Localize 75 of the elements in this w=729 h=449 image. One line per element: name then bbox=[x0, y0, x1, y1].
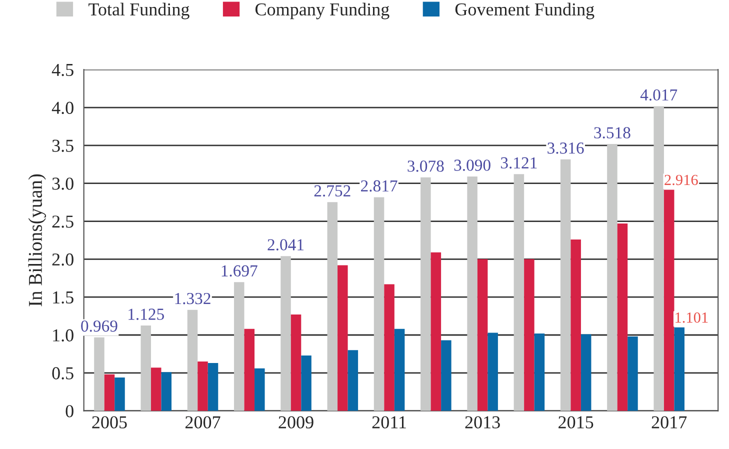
bar bbox=[280, 256, 291, 411]
data-label: 2.817 bbox=[361, 180, 398, 192]
x-tick-label: 2017 bbox=[652, 416, 687, 428]
bar bbox=[617, 224, 628, 411]
data-label: 1.125 bbox=[128, 308, 164, 320]
bar bbox=[570, 239, 581, 411]
bar bbox=[140, 326, 151, 411]
bar bbox=[290, 314, 302, 411]
y-tick-label: 4.5 bbox=[52, 64, 74, 76]
y-tick-label: 0 bbox=[66, 405, 74, 418]
bar bbox=[208, 363, 218, 411]
data-label: 2.752 bbox=[314, 185, 350, 197]
bar bbox=[327, 202, 338, 411]
y-tick-label: 1.5 bbox=[53, 291, 74, 304]
y-tick-label: 2.0 bbox=[52, 253, 74, 266]
bar bbox=[607, 144, 618, 411]
bar bbox=[114, 377, 125, 411]
bar bbox=[187, 310, 198, 411]
bar bbox=[441, 340, 452, 411]
x-tick-label: 2005 bbox=[92, 416, 127, 428]
bar bbox=[467, 176, 478, 411]
bar bbox=[560, 159, 571, 411]
x-tick-label: 2009 bbox=[278, 416, 314, 428]
bar bbox=[674, 327, 684, 411]
bar bbox=[161, 372, 172, 411]
bar bbox=[430, 252, 442, 411]
data-label: 3.316 bbox=[548, 142, 584, 154]
data-label: 1.101 bbox=[676, 312, 708, 323]
y-tick-label: 1.0 bbox=[53, 329, 74, 342]
bar bbox=[524, 259, 534, 411]
data-label: 0.969 bbox=[81, 320, 118, 332]
bar bbox=[580, 334, 592, 411]
bar bbox=[150, 368, 162, 411]
data-label: 3.518 bbox=[594, 127, 630, 138]
data-label: 2.916 bbox=[664, 174, 698, 186]
y-tick-label: 0.5 bbox=[52, 367, 74, 380]
bar bbox=[374, 197, 384, 411]
legend-label: Company Funding bbox=[255, 2, 390, 20]
bar bbox=[198, 362, 208, 411]
bar bbox=[384, 284, 394, 411]
bar bbox=[514, 174, 524, 411]
bar bbox=[420, 177, 431, 411]
bar bbox=[628, 336, 638, 411]
bar bbox=[348, 350, 358, 411]
data-label: 4.017 bbox=[640, 89, 678, 101]
bar bbox=[664, 190, 674, 411]
data-label: 3.121 bbox=[500, 157, 537, 169]
bar bbox=[534, 333, 545, 411]
data-label: 1.332 bbox=[175, 292, 210, 304]
bar bbox=[301, 355, 312, 411]
x-tick-label: 2011 bbox=[372, 416, 406, 428]
bar bbox=[254, 368, 265, 411]
y-tick-label: 3.0 bbox=[52, 178, 74, 190]
legend-label: Total Funding bbox=[88, 2, 190, 20]
y-tick-label: 2.5 bbox=[52, 216, 74, 228]
legend-label: Govement Funding bbox=[455, 2, 594, 20]
bar bbox=[477, 259, 488, 411]
bar bbox=[488, 332, 498, 411]
data-label: 3.090 bbox=[454, 160, 490, 171]
y-tick-label: 3.5 bbox=[52, 140, 74, 152]
x-tick-label: 2013 bbox=[465, 416, 500, 428]
bar bbox=[104, 374, 115, 411]
bar bbox=[94, 337, 104, 411]
bar bbox=[234, 282, 244, 411]
x-tick-label: 2007 bbox=[185, 416, 220, 428]
y-axis-title: In Billions(yuan) bbox=[28, 174, 46, 306]
bar bbox=[654, 106, 664, 411]
bar bbox=[244, 328, 255, 411]
bar bbox=[394, 328, 405, 411]
data-label: 2.041 bbox=[268, 239, 304, 250]
data-label: 3.078 bbox=[408, 160, 444, 172]
data-label: 1.697 bbox=[222, 265, 258, 277]
x-tick-label: 2015 bbox=[558, 416, 594, 428]
bar bbox=[338, 265, 348, 411]
y-tick-label: 4.0 bbox=[52, 102, 74, 114]
